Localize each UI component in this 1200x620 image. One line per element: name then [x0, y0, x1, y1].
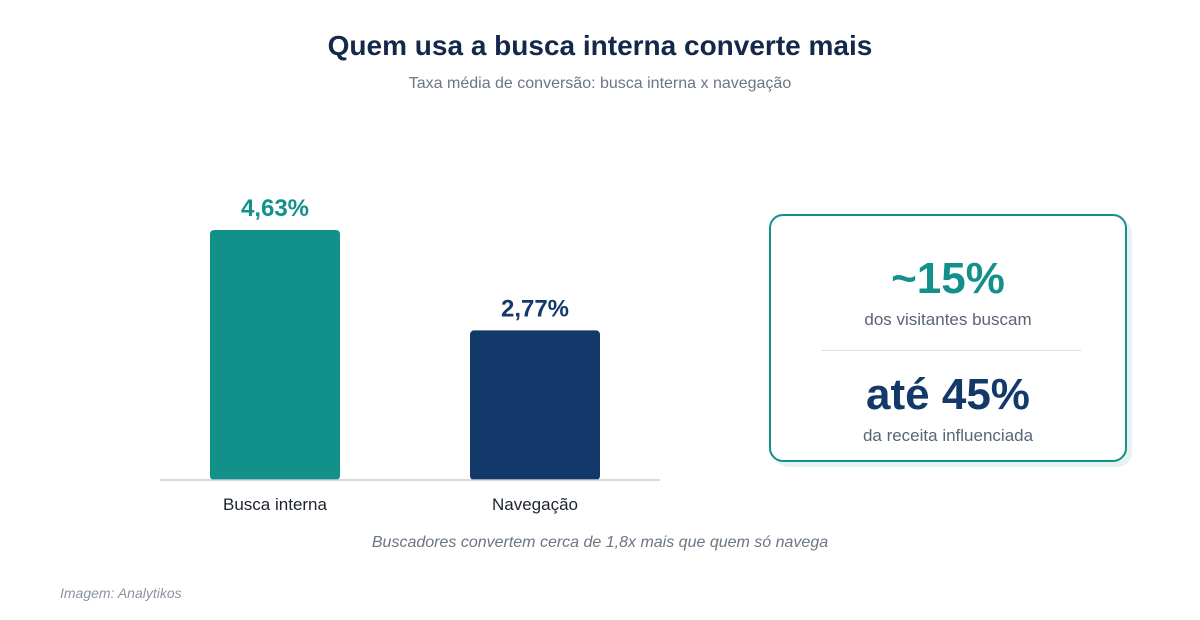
- bars-group: 4,63% Busca interna 2,77% Navegação: [210, 195, 600, 514]
- callout-divider: [821, 350, 1081, 351]
- chart-caption: Buscadores convertem cerca de 1,8x mais …: [371, 534, 829, 551]
- image-source: Imagem: Analytikos: [60, 585, 182, 601]
- category-label: Busca interna: [223, 495, 327, 514]
- category-label: Navegação: [492, 495, 578, 514]
- bar-navegacao: [470, 330, 600, 480]
- revenue-influenced-stat-value: até 45%: [866, 370, 1030, 419]
- bar-value-label: 2,77%: [501, 295, 569, 322]
- visitors-search-stat-label: dos visitantes buscam: [864, 310, 1032, 329]
- bar-chart: 4,63% Busca interna 2,77% Navegação: [160, 195, 660, 514]
- chart-title: Quem usa a busca interna converte mais: [327, 30, 873, 61]
- visitors-search-stat-value: ~15%: [891, 254, 1005, 303]
- chart-subtitle: Taxa média de conversão: busca interna x…: [408, 75, 792, 92]
- bar-value-label: 4,63%: [241, 195, 309, 222]
- stats-callout-box: ~15% dos visitantes buscam até 45% da re…: [769, 214, 1127, 462]
- bar-busca-interna: [210, 230, 340, 480]
- revenue-influenced-stat-label: da receita influenciada: [862, 426, 1034, 445]
